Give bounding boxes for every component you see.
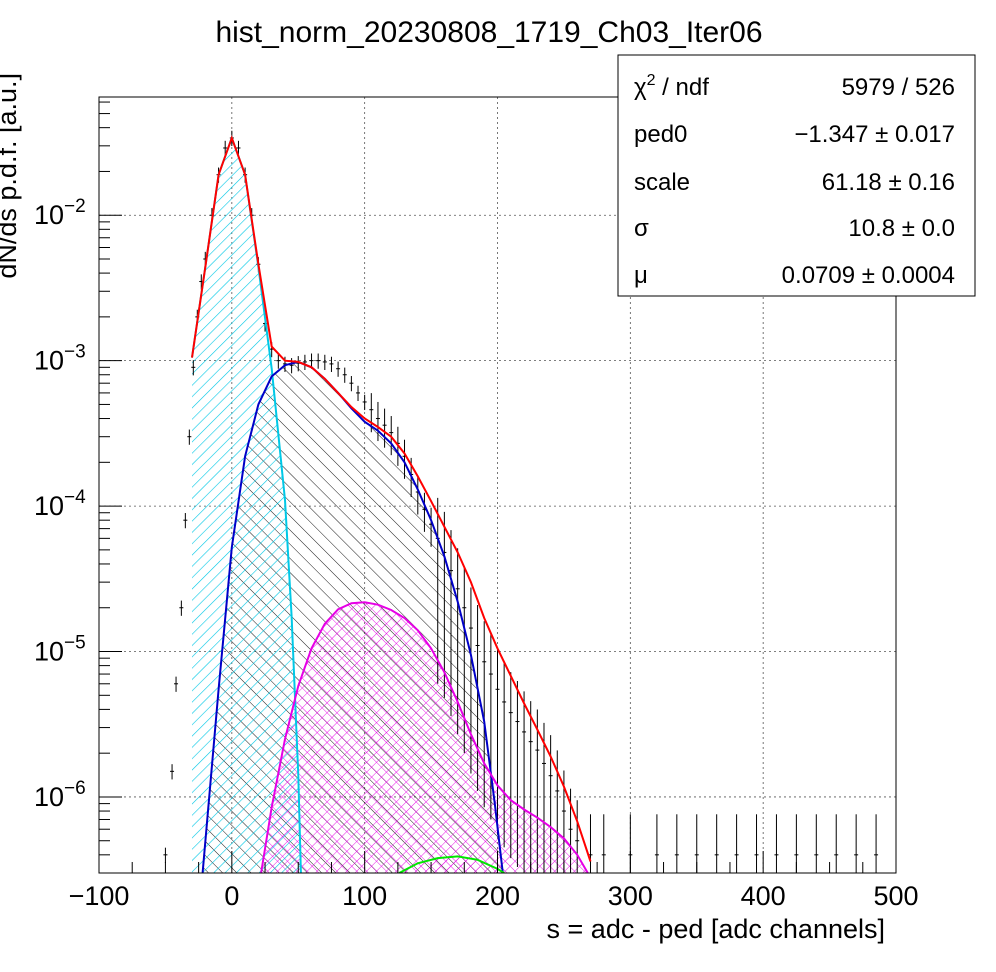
x-tick-label: 300 <box>608 881 653 911</box>
stats-row-value: 61.18 ± 0.16 <box>822 169 955 196</box>
x-tick-label: 500 <box>873 881 918 911</box>
y-axis-ticks: 10−6 10−5 10−4 10−3 10−2 <box>34 101 122 874</box>
x-axis-ticks: −100 0 100 200 300 400 500 <box>69 851 919 911</box>
x-axis-label: s = adc - ped [adc channels] <box>547 914 885 944</box>
stats-row-value: 5979 / 526 <box>842 74 955 101</box>
x-tick-label: 400 <box>741 881 786 911</box>
stats-row-label: μ <box>634 262 648 289</box>
stats-rows: χ2 / ndf 5979 / 526 ped0 −1.347 ± 0.017 scal… <box>634 72 955 289</box>
stats-row-label: σ <box>634 215 649 242</box>
stats-box: χ2 / ndf 5979 / 526 ped0 −1.347 ± 0.017 scal… <box>617 54 976 297</box>
fit-curve <box>191 134 592 862</box>
fit-curve <box>201 360 504 873</box>
y-axis-label: dN/ds p.d.f. [a.u.] <box>0 73 22 279</box>
stats-row-value: 10.8 ± 0.0 <box>848 215 955 242</box>
stats-row-value: −1.347 ± 0.017 <box>794 121 955 148</box>
y-tick-exponent: −2 <box>64 196 86 217</box>
fit-curve <box>260 601 589 873</box>
y-tick-label: 10−2 <box>34 196 86 230</box>
y-tick-label: 10−6 <box>34 778 86 812</box>
y-tick-exponent: −4 <box>64 487 86 508</box>
stats-row-label: χ2 / ndf <box>634 72 709 101</box>
x-tick-label: 200 <box>475 881 520 911</box>
chart-title: hist_norm_20230808_1719_Ch03_Iter06 <box>215 16 762 49</box>
y-tick-exponent: −6 <box>64 778 86 799</box>
stats-label-sup: 2 <box>647 72 656 89</box>
y-tick-label: 10−5 <box>34 633 86 667</box>
stats-label-rest: / ndf <box>656 74 710 101</box>
stats-row-label: scale <box>634 169 690 196</box>
x-tick-label: 100 <box>342 881 387 911</box>
x-tick-label: 0 <box>224 881 239 911</box>
y-tick-label: 10−3 <box>34 342 86 376</box>
component-fill <box>261 602 588 873</box>
y-tick-label: 10−4 <box>34 487 86 521</box>
stats-row-value: 0.0709 ± 0.0004 <box>782 262 955 289</box>
y-tick-exponent: −5 <box>64 633 86 654</box>
stats-row-label: ped0 <box>634 121 687 148</box>
stats-box-frame <box>617 54 976 297</box>
y-tick-exponent: −3 <box>64 342 86 363</box>
component-fills <box>191 137 588 873</box>
x-tick-label: −100 <box>69 881 130 911</box>
